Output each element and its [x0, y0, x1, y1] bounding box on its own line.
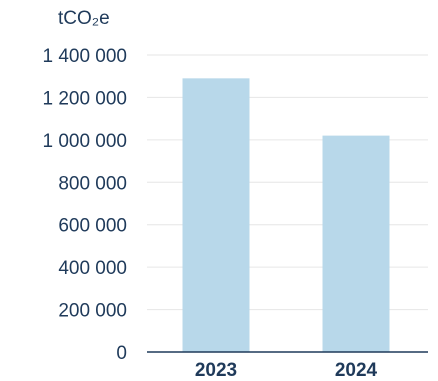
bar-2024: [323, 136, 390, 352]
y-tick-label: 200 000: [58, 301, 127, 322]
x-category-label: 2024: [335, 360, 378, 381]
y-tick-label: 1 200 000: [42, 88, 127, 109]
y-tick-label: 1 000 000: [42, 131, 127, 152]
y-tick-label: 0: [116, 343, 127, 364]
y-tick-label: 800 000: [58, 173, 127, 194]
bars: [183, 78, 390, 352]
unit-label: tCO₂e: [58, 8, 110, 29]
y-tick-label: 1 400 000: [42, 46, 127, 67]
x-axis-category-labels: 2023 2024: [195, 360, 378, 381]
y-tick-label: 600 000: [58, 216, 127, 237]
x-category-label: 2023: [195, 360, 237, 381]
y-axis-tick-labels: 0 200 000 400 000 600 000 800 000 1 000 000 1 …: [42, 46, 127, 364]
bar-2023: [183, 78, 250, 352]
y-tick-label: 400 000: [58, 258, 127, 279]
